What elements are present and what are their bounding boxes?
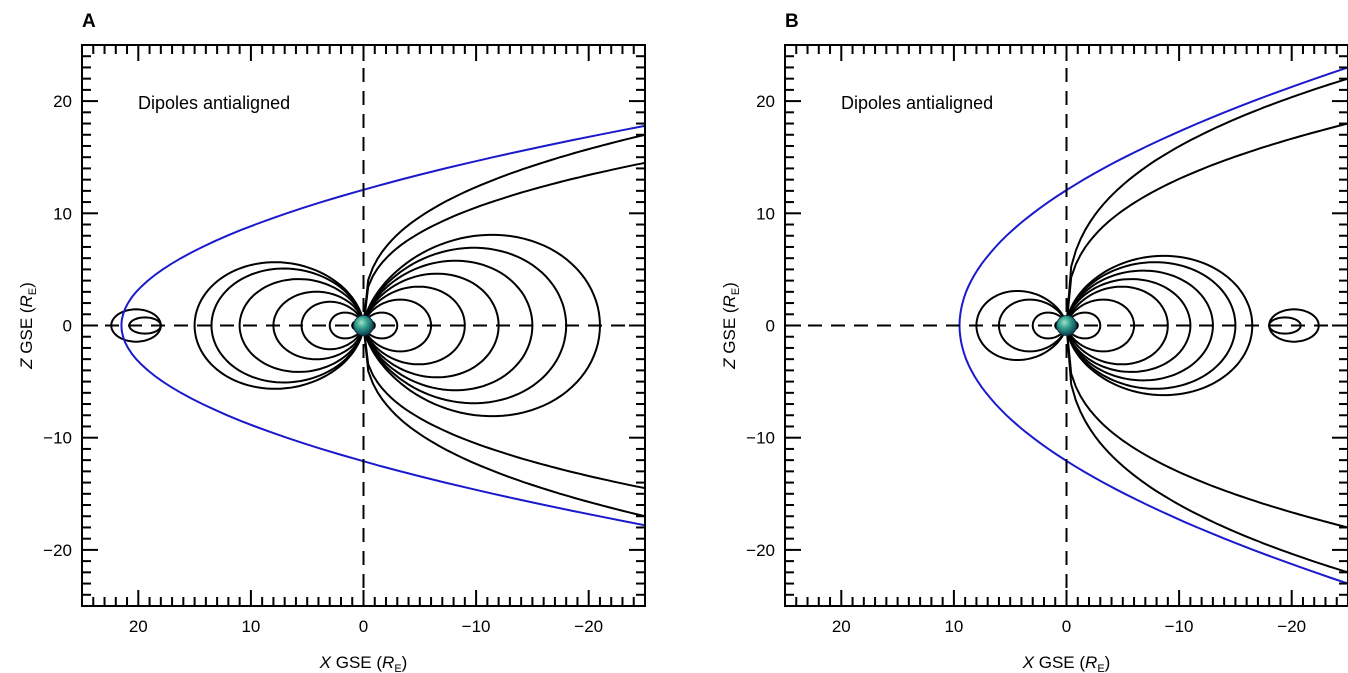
field-line-tailward-3 xyxy=(362,285,466,366)
x-tick-label: −10 xyxy=(1165,617,1194,636)
y-tick-label: −10 xyxy=(43,429,72,448)
field-line-open-0-north xyxy=(1065,122,1348,326)
y-tick-label: 20 xyxy=(53,92,72,111)
y-axis-title: Z GSE (RE) xyxy=(720,282,742,370)
y-tick-label: 10 xyxy=(53,204,72,223)
x-tick-label: −20 xyxy=(574,617,603,636)
y-tick-label: 0 xyxy=(766,317,775,336)
field-line-open-0-south xyxy=(362,325,645,490)
x-tick-label: 0 xyxy=(1062,617,1071,636)
field-line-enclosing-1 xyxy=(238,278,365,373)
y-tick-label: −20 xyxy=(746,541,775,560)
panel-b-chart: 20 10 0 −10 −20 20 10 0 −10 −20 X GSE (RE) Z GSE (R… xyxy=(720,11,1348,673)
panel-a: 20 10 0 −10 −20 20 10 0 −10 −20 X GSE (RE) Z GSE (R… xyxy=(17,11,646,673)
field-line-open-0-north xyxy=(362,161,645,326)
x-tick-label: 10 xyxy=(241,617,260,636)
panel-letter: A xyxy=(82,11,96,32)
y-tick-label: 10 xyxy=(756,204,775,223)
x-tick-label: 0 xyxy=(359,617,368,636)
field-line-open-1-south xyxy=(1065,325,1348,574)
ticks xyxy=(81,44,646,607)
y-tick-label: 20 xyxy=(756,92,775,111)
magnetopause-line xyxy=(120,124,645,527)
panel-letter: B xyxy=(785,11,799,32)
field-line-open-1-north xyxy=(1065,77,1348,326)
field-line-enclosing-3 xyxy=(193,261,365,390)
x-tick-label: −20 xyxy=(1277,617,1306,636)
field-line-enclosing-0 xyxy=(1065,278,1192,373)
field-line-open-1-south xyxy=(362,325,645,518)
y-tick-label: −20 xyxy=(43,541,72,560)
field-line-open-0-south xyxy=(1065,325,1348,529)
ticks xyxy=(784,44,1348,607)
field-line-tailward-3 xyxy=(1065,285,1169,366)
annotation-label: Dipoles antialigned xyxy=(841,93,993,113)
plot-area xyxy=(82,45,645,606)
y-axis-title: Z GSE (RE) xyxy=(17,282,39,370)
y-tick-label: −10 xyxy=(746,429,775,448)
field-line-enclosing-2 xyxy=(210,267,365,384)
x-tick-label: 20 xyxy=(832,617,851,636)
x-axis-title: X GSE (RE) xyxy=(1022,653,1111,673)
x-tick-label: 20 xyxy=(129,617,148,636)
panel-a-chart: 20 10 0 −10 −20 20 10 0 −10 −20 X GSE (RE) Z GSE (R… xyxy=(17,11,646,673)
x-tick-label: −10 xyxy=(462,617,491,636)
y-tick-label: 0 xyxy=(63,317,72,336)
earth-icon xyxy=(1056,315,1077,336)
x-axis-title: X GSE (RE) xyxy=(319,653,408,673)
field-line-open-1-north xyxy=(362,133,645,326)
field-lines xyxy=(110,133,645,518)
x-tick-label: 10 xyxy=(944,617,963,636)
annotation-label: Dipoles antialigned xyxy=(138,93,290,113)
panel-b: 20 10 0 −10 −20 20 10 0 −10 −20 X GSE (RE) Z GSE (R… xyxy=(674,0,1348,673)
earth-icon xyxy=(353,315,374,336)
